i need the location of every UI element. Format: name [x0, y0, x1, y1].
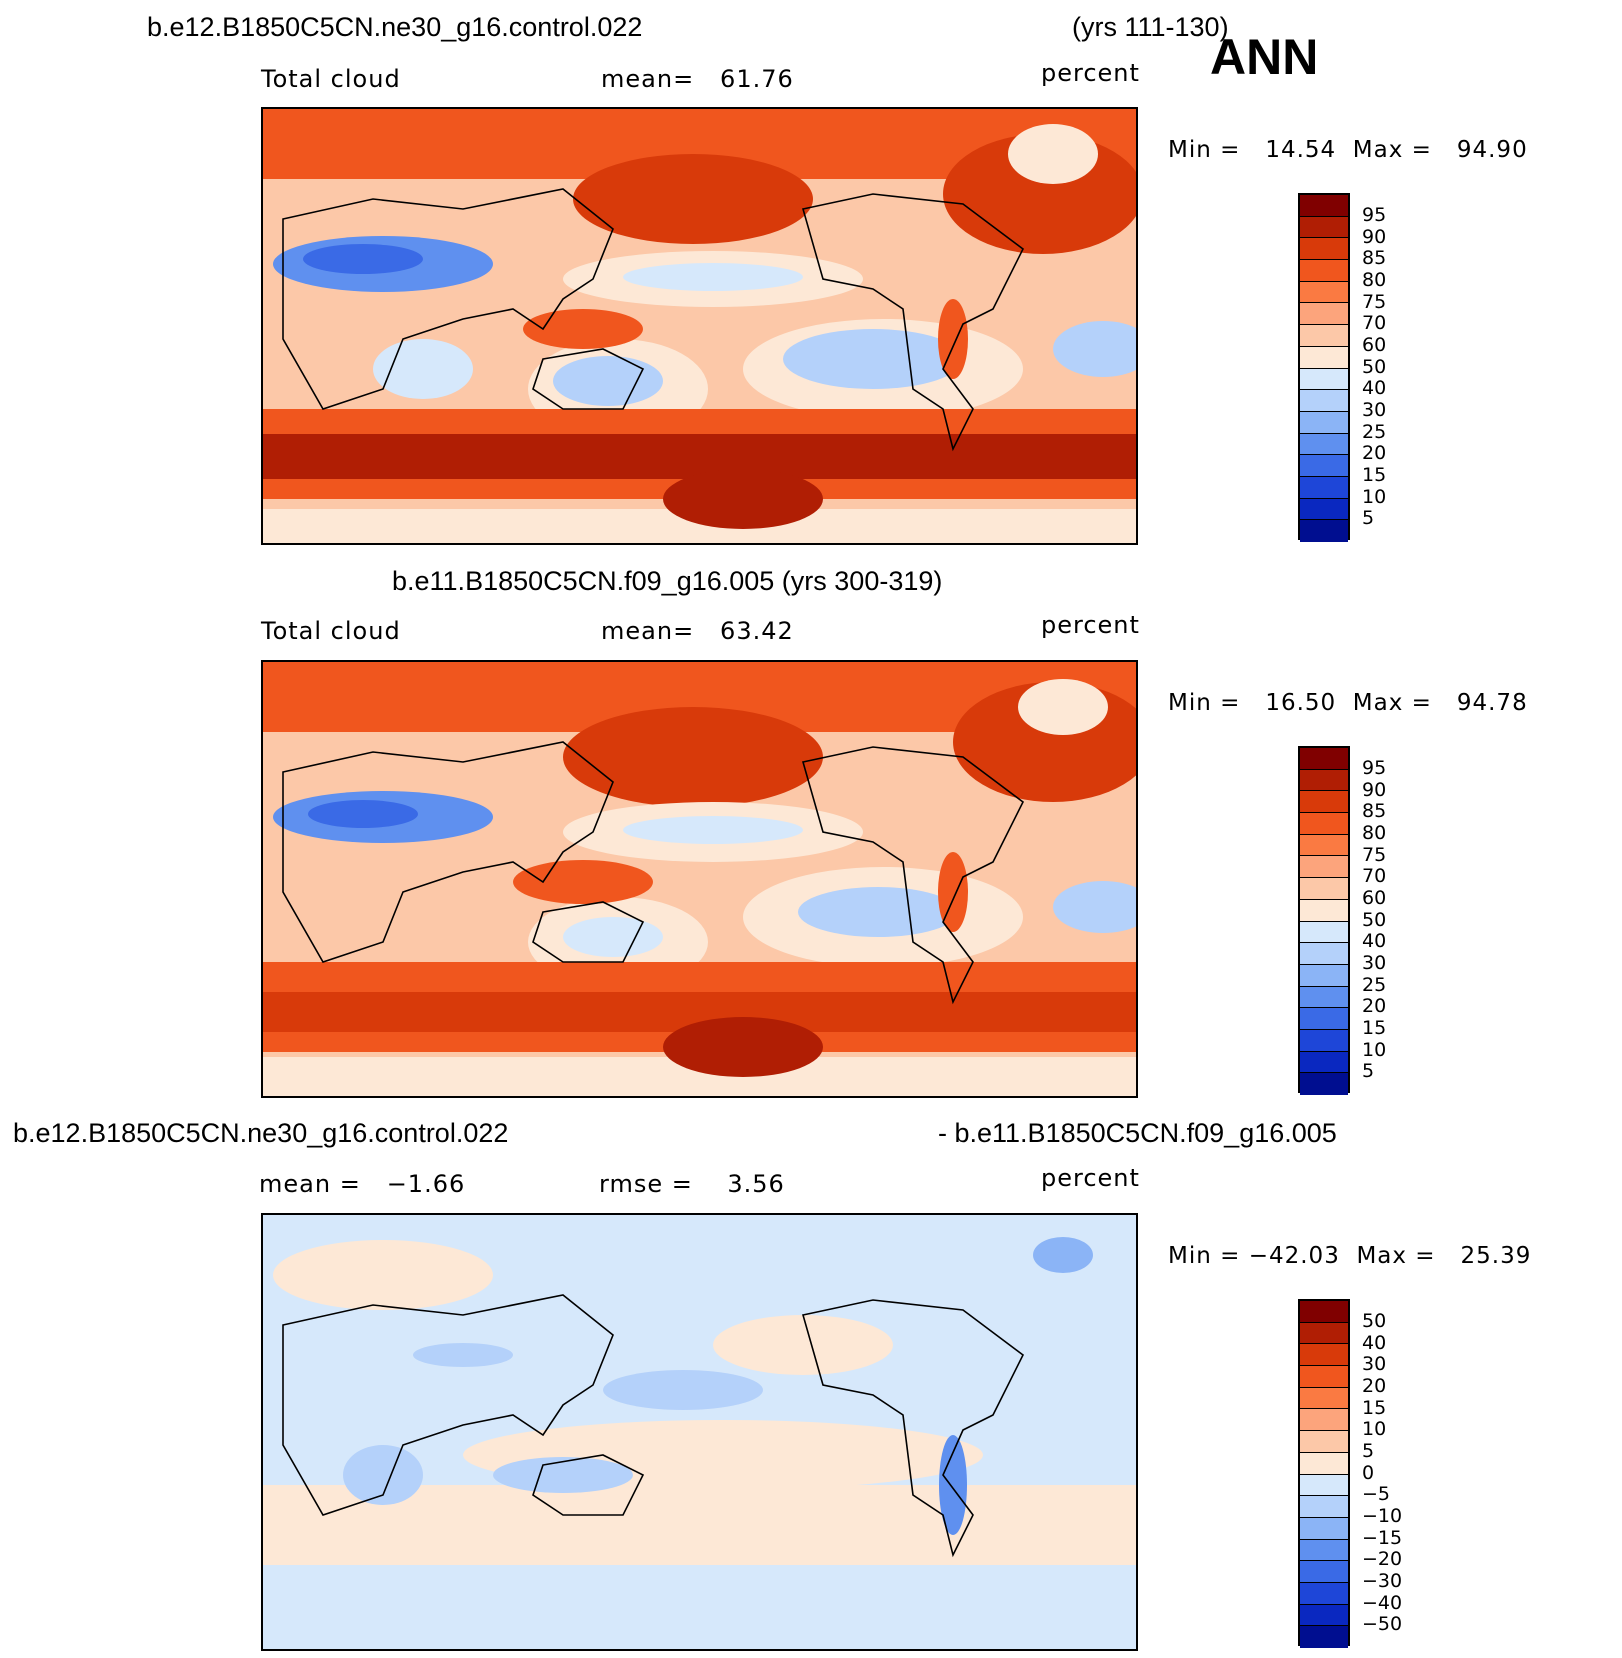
season-label: ANN	[1210, 29, 1319, 85]
cbar-tick: 25	[1362, 421, 1387, 443]
panel3-colorbar	[1298, 1299, 1350, 1648]
cbar-tick: 5	[1362, 507, 1375, 529]
cbar-tick: −50	[1362, 1613, 1403, 1635]
panel2-units: percent	[1041, 611, 1140, 639]
cbar-tick: 50	[1362, 356, 1387, 378]
cbar-tick: 10	[1362, 486, 1387, 508]
panel2-minmax: Min = 16.50 Max = 94.78	[1168, 690, 1528, 716]
panel3-title-left: b.e12.B1850C5CN.ne30_g16.control.022	[13, 1118, 509, 1148]
cbar-tick: 90	[1362, 779, 1387, 801]
cbar-tick: 15	[1362, 1017, 1387, 1039]
cbar-tick: 50	[1362, 909, 1387, 931]
cbar-tick: −15	[1362, 1527, 1403, 1549]
panel3-mean: mean = −1.66	[259, 1170, 466, 1198]
cbar-tick: 10	[1362, 1039, 1387, 1061]
panel1-var-label: Total cloud	[261, 65, 401, 93]
cbar-tick: 50	[1362, 1310, 1387, 1332]
cbar-tick: −20	[1362, 1548, 1403, 1570]
cbar-tick: 40	[1362, 377, 1387, 399]
cbar-tick: −5	[1362, 1483, 1391, 1505]
panel1-colorbar	[1298, 193, 1350, 542]
cbar-tick: 40	[1362, 930, 1387, 952]
cbar-tick: 70	[1362, 312, 1387, 334]
panel3-rmse: rmse = 3.56	[599, 1170, 785, 1198]
panel1-minmax: Min = 14.54 Max = 94.90	[1168, 137, 1528, 163]
cbar-tick: 90	[1362, 226, 1387, 248]
panel2-title: b.e11.B1850C5CN.f09_g16.005 (yrs 300-319…	[392, 566, 943, 596]
cbar-tick: 15	[1362, 1397, 1387, 1419]
cbar-tick: 70	[1362, 865, 1387, 887]
panel2-map	[261, 660, 1138, 1098]
panel3-map	[261, 1213, 1138, 1651]
cbar-tick: 5	[1362, 1060, 1375, 1082]
cbar-tick: 85	[1362, 247, 1387, 269]
cbar-tick: 15	[1362, 464, 1387, 486]
cbar-tick: 80	[1362, 822, 1387, 844]
panel1-units: percent	[1041, 59, 1140, 87]
cbar-tick: 5	[1362, 1440, 1375, 1462]
panel1-title-left: b.e12.B1850C5CN.ne30_g16.control.022	[147, 12, 643, 42]
panel1-mean: mean= 61.76	[601, 65, 794, 93]
cbar-tick: 0	[1362, 1462, 1375, 1484]
cbar-tick: 85	[1362, 800, 1387, 822]
panel2-var-label: Total cloud	[261, 617, 401, 645]
cbar-tick: 40	[1362, 1332, 1387, 1354]
cbar-tick: −40	[1362, 1592, 1403, 1614]
cbar-tick: −10	[1362, 1505, 1403, 1527]
panel1-map	[261, 107, 1138, 545]
cbar-tick: 25	[1362, 974, 1387, 996]
panel3-title-right: - b.e11.B1850C5CN.f09_g16.005	[938, 1118, 1337, 1148]
cbar-tick: 95	[1362, 757, 1387, 779]
panel1-title-right: (yrs 111-130)	[1072, 12, 1229, 42]
cbar-tick: 10	[1362, 1418, 1387, 1440]
panel3-minmax: Min = −42.03 Max = 25.39	[1168, 1243, 1532, 1269]
cbar-tick: 60	[1362, 334, 1387, 356]
cbar-tick: 20	[1362, 1375, 1387, 1397]
cbar-tick: 30	[1362, 399, 1387, 421]
panel3-units: percent	[1041, 1164, 1140, 1192]
cbar-tick: 60	[1362, 887, 1387, 909]
cbar-tick: 30	[1362, 1353, 1387, 1375]
cbar-tick: 75	[1362, 291, 1387, 313]
cbar-tick: 80	[1362, 269, 1387, 291]
cbar-tick: 75	[1362, 844, 1387, 866]
cbar-tick: 95	[1362, 204, 1387, 226]
panel2-colorbar	[1298, 746, 1350, 1095]
cbar-tick: 20	[1362, 442, 1387, 464]
cbar-tick: 30	[1362, 952, 1387, 974]
panel2-mean: mean= 63.42	[601, 617, 794, 645]
cbar-tick: 20	[1362, 995, 1387, 1017]
cbar-tick: −30	[1362, 1570, 1403, 1592]
